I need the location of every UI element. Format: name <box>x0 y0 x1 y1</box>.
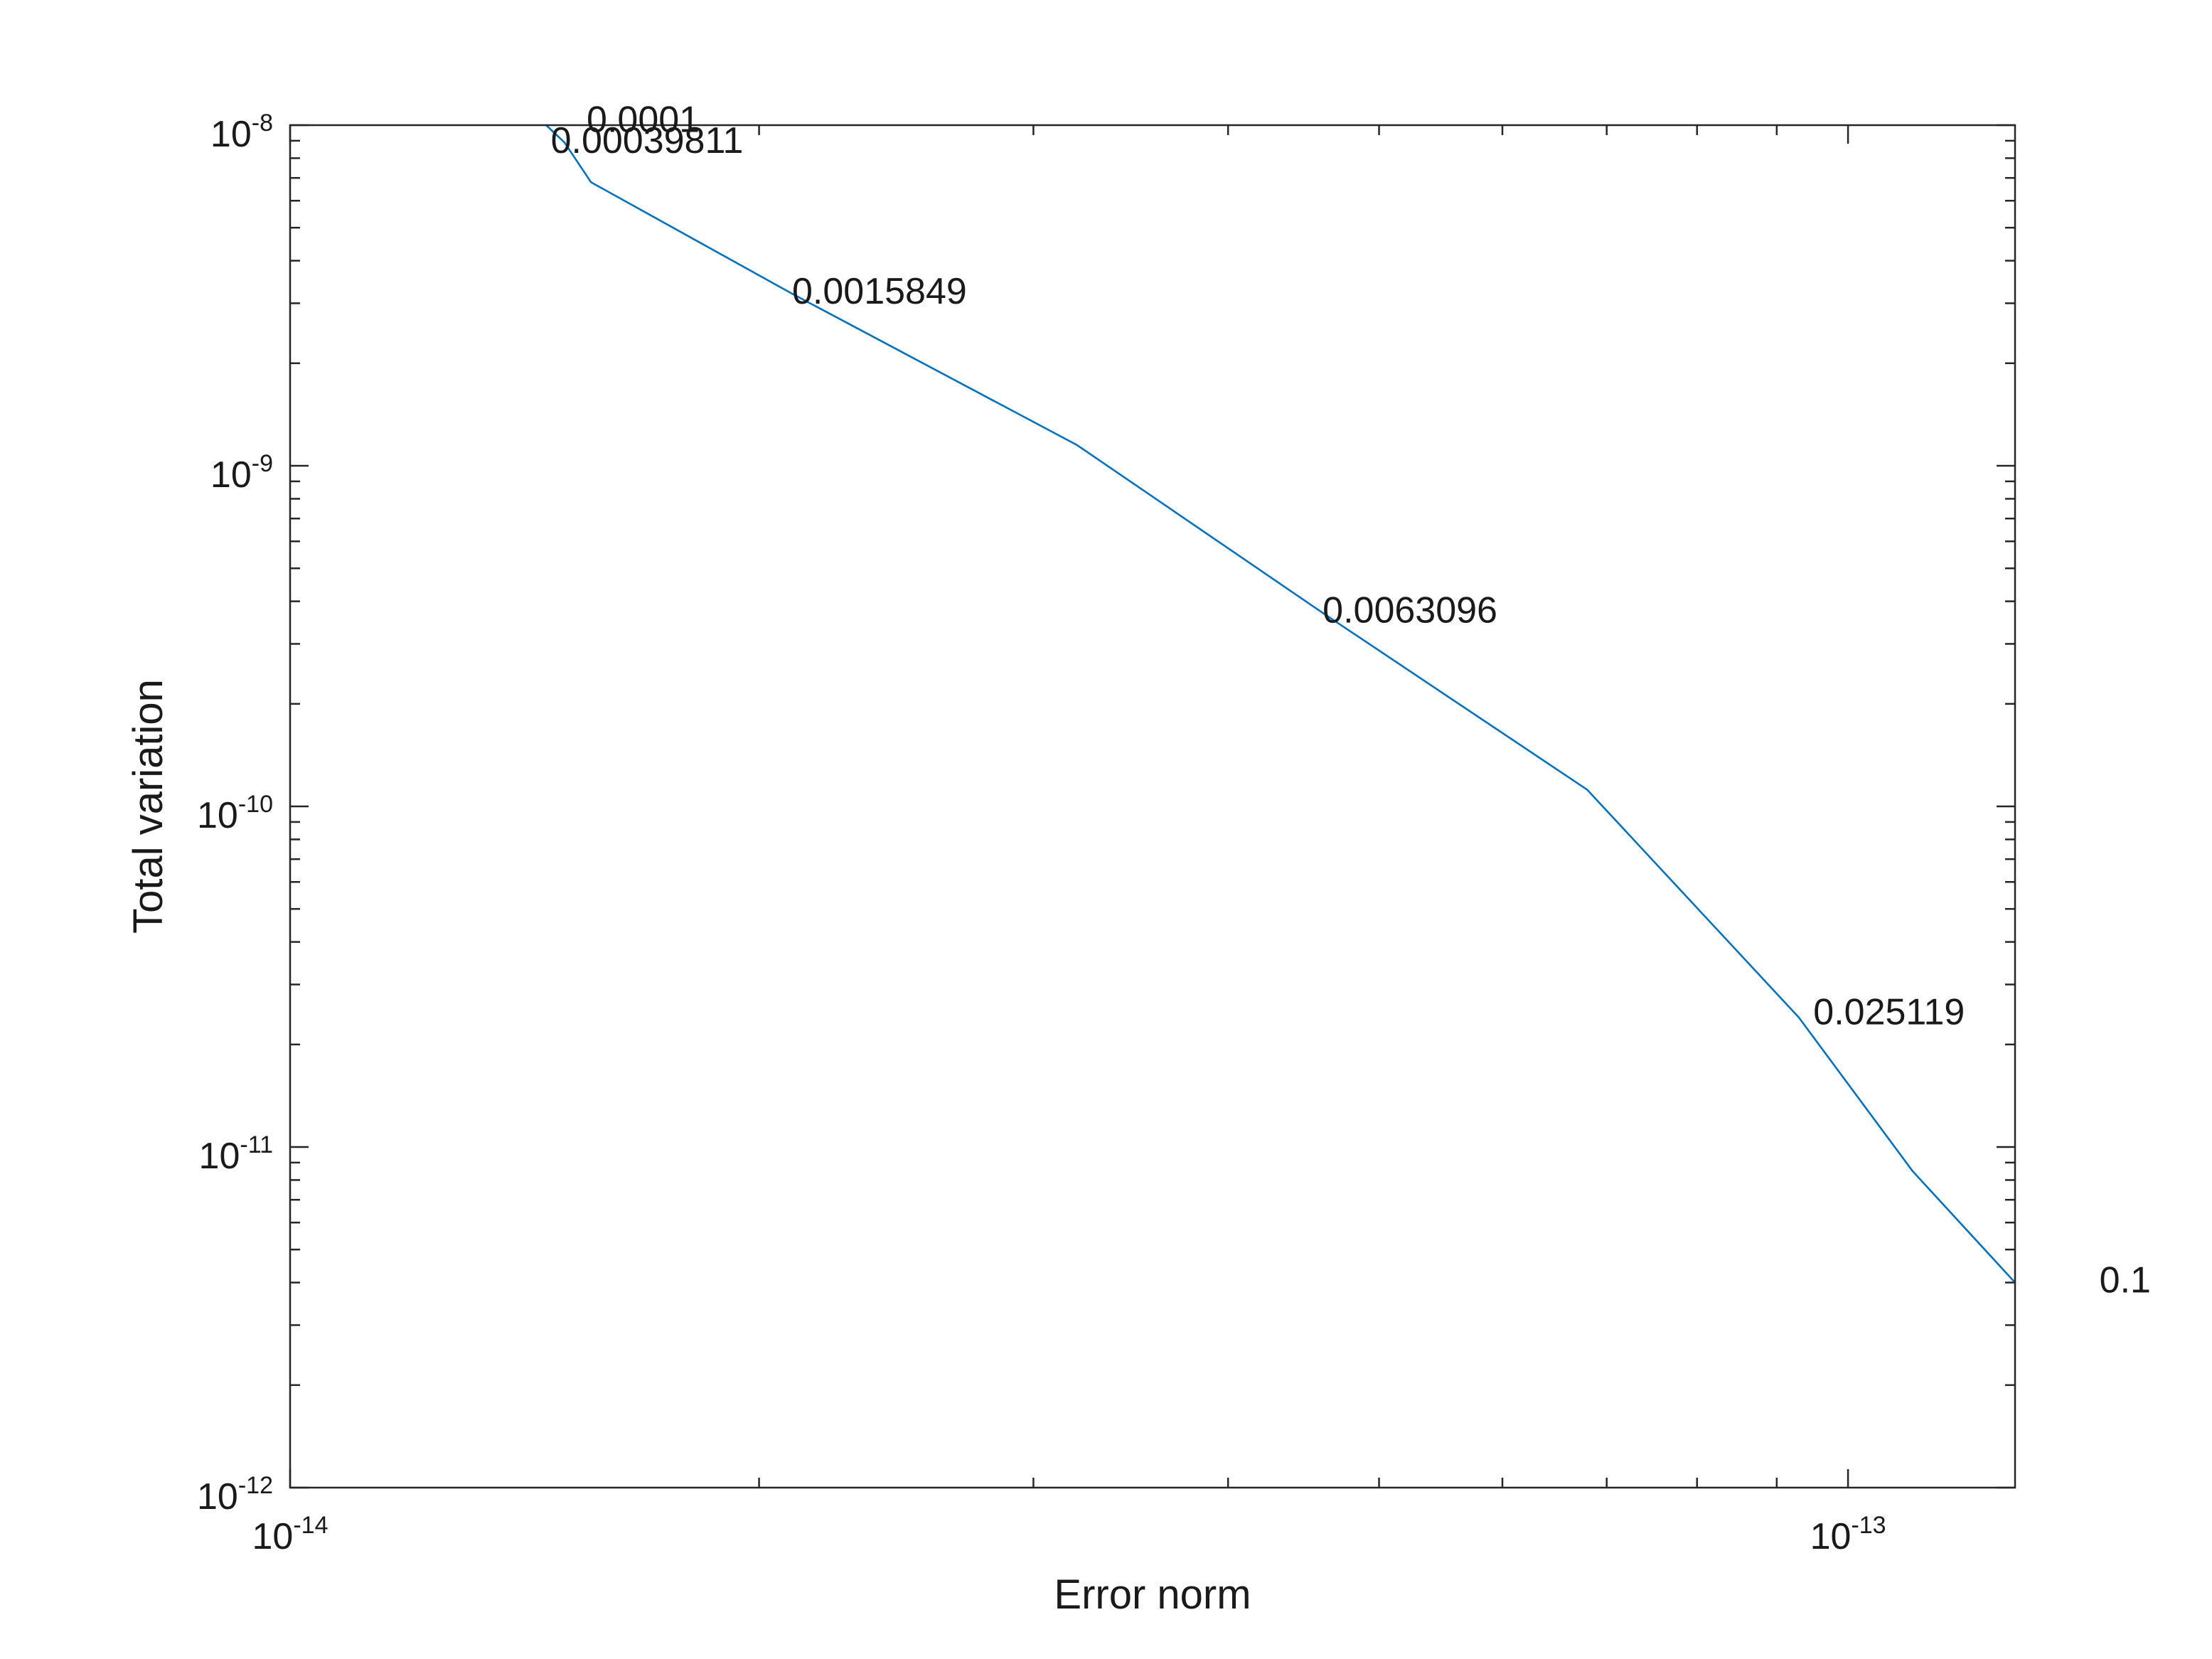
data-line-layer <box>545 124 2016 1284</box>
plot-area-border <box>289 124 2016 1489</box>
y-tick-label: 10-10 <box>197 791 273 836</box>
point-annotation-label: 0.0015849 <box>792 271 967 312</box>
y-tick-label-exponent: -10 <box>238 791 273 818</box>
x-tick-label-exponent: -13 <box>1851 1512 1886 1539</box>
y-tick-label-base: 10 <box>210 114 252 155</box>
y-tick-label-base: 10 <box>197 1476 238 1517</box>
point-annotation-label: 0.1 <box>2100 1259 2151 1301</box>
y-tick-label-base: 10 <box>210 454 252 496</box>
x-axis-title: Error norm <box>1054 1572 1251 1618</box>
series-line <box>545 124 2016 1284</box>
y-tick-label-exponent: -9 <box>252 450 273 477</box>
x-tick-label-base: 10 <box>252 1516 294 1557</box>
x-tick-label: 10-13 <box>1810 1512 1886 1557</box>
point-annotation-label: 0.0001 <box>587 100 700 141</box>
y-tick-label-base: 10 <box>197 795 238 836</box>
y-tick-label-exponent: -11 <box>240 1131 273 1158</box>
point-annotation-label: 0.025119 <box>1813 991 1965 1033</box>
y-tick-label-base: 10 <box>199 1136 240 1177</box>
x-tick-label-base: 10 <box>1810 1516 1852 1557</box>
y-tick-label: 10-11 <box>199 1131 273 1177</box>
axis-ticks <box>289 124 2015 1489</box>
point-annotation-label: 0.0063096 <box>1323 590 1497 631</box>
y-tick-label: 10-8 <box>210 110 273 155</box>
x-tick-label: 10-14 <box>252 1512 328 1557</box>
y-axis-title: Total variation <box>125 679 171 934</box>
x-tick-label-exponent: -14 <box>293 1512 328 1539</box>
y-tick-label: 10-12 <box>197 1472 273 1517</box>
y-tick-label: 10-9 <box>210 450 273 496</box>
y-tick-label-exponent: -12 <box>238 1472 273 1499</box>
y-tick-label-exponent: -8 <box>252 110 273 137</box>
point-annotation-label: 0.00039811 <box>551 120 744 161</box>
